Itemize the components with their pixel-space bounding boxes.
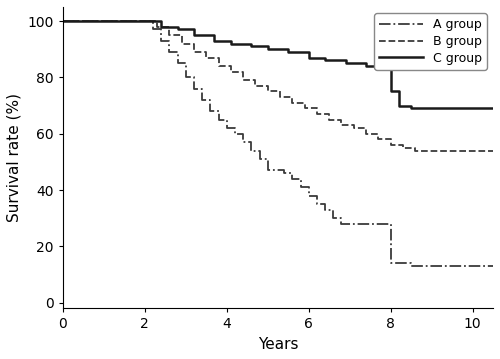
A group bbox=[290, 177, 296, 181]
B group bbox=[400, 146, 406, 150]
C group bbox=[264, 47, 270, 51]
X-axis label: Years: Years bbox=[258, 337, 298, 352]
A group bbox=[330, 216, 336, 220]
A group bbox=[490, 264, 496, 269]
B group bbox=[424, 149, 430, 153]
B group bbox=[252, 84, 258, 88]
B group bbox=[338, 123, 344, 127]
A group bbox=[264, 168, 270, 173]
C group bbox=[396, 103, 402, 108]
C group bbox=[212, 39, 218, 43]
C group bbox=[408, 106, 414, 111]
A group bbox=[408, 264, 414, 269]
A group bbox=[338, 222, 344, 226]
C group bbox=[191, 33, 197, 37]
A group bbox=[306, 194, 312, 198]
A group bbox=[384, 222, 390, 226]
A group bbox=[174, 61, 180, 65]
A group bbox=[191, 87, 197, 91]
C group bbox=[380, 67, 386, 71]
C group bbox=[490, 106, 496, 111]
B group bbox=[363, 132, 369, 136]
A group bbox=[281, 171, 287, 175]
A group bbox=[248, 149, 254, 153]
Line: B group: B group bbox=[63, 21, 493, 151]
B group bbox=[314, 112, 320, 116]
A group bbox=[314, 202, 320, 206]
A group bbox=[142, 19, 148, 23]
C group bbox=[248, 44, 254, 48]
C group bbox=[174, 27, 180, 32]
A group bbox=[322, 208, 328, 212]
A group bbox=[355, 222, 361, 226]
B group bbox=[490, 149, 496, 153]
B group bbox=[388, 143, 394, 147]
B group bbox=[154, 24, 160, 29]
B group bbox=[142, 19, 148, 23]
C group bbox=[388, 89, 394, 94]
B group bbox=[290, 101, 296, 105]
B group bbox=[351, 126, 357, 130]
A group bbox=[372, 222, 378, 226]
Line: A group: A group bbox=[63, 21, 493, 266]
B group bbox=[178, 41, 184, 46]
A group bbox=[208, 109, 214, 113]
B group bbox=[302, 106, 308, 111]
B group bbox=[264, 89, 270, 94]
A group bbox=[240, 140, 246, 144]
B group bbox=[326, 117, 332, 122]
A group bbox=[388, 261, 394, 266]
C group bbox=[60, 19, 66, 23]
B group bbox=[191, 50, 197, 54]
B group bbox=[277, 95, 283, 99]
A group bbox=[199, 98, 205, 102]
B group bbox=[376, 137, 382, 141]
C group bbox=[363, 64, 369, 68]
B group bbox=[60, 19, 66, 23]
A group bbox=[396, 261, 402, 266]
C group bbox=[342, 61, 348, 65]
A group bbox=[256, 157, 262, 161]
B group bbox=[412, 149, 418, 153]
A group bbox=[183, 75, 189, 80]
A group bbox=[232, 132, 238, 136]
B group bbox=[240, 78, 246, 82]
B group bbox=[166, 33, 172, 37]
C group bbox=[306, 56, 312, 60]
A group bbox=[166, 50, 172, 54]
A group bbox=[60, 19, 66, 23]
A group bbox=[363, 222, 369, 226]
A group bbox=[216, 117, 222, 122]
Line: C group: C group bbox=[63, 21, 493, 108]
B group bbox=[216, 64, 222, 68]
B group bbox=[204, 56, 210, 60]
B group bbox=[228, 70, 234, 74]
A group bbox=[150, 27, 156, 32]
A group bbox=[273, 168, 279, 173]
A group bbox=[224, 126, 230, 130]
A group bbox=[158, 39, 164, 43]
C group bbox=[228, 41, 234, 46]
A group bbox=[346, 222, 352, 226]
C group bbox=[285, 50, 291, 54]
Legend: A group, B group, C group: A group, B group, C group bbox=[374, 13, 487, 70]
C group bbox=[158, 24, 164, 29]
C group bbox=[142, 19, 148, 23]
A group bbox=[298, 185, 304, 190]
C group bbox=[322, 58, 328, 62]
Y-axis label: Survival rate (%): Survival rate (%) bbox=[7, 93, 22, 222]
